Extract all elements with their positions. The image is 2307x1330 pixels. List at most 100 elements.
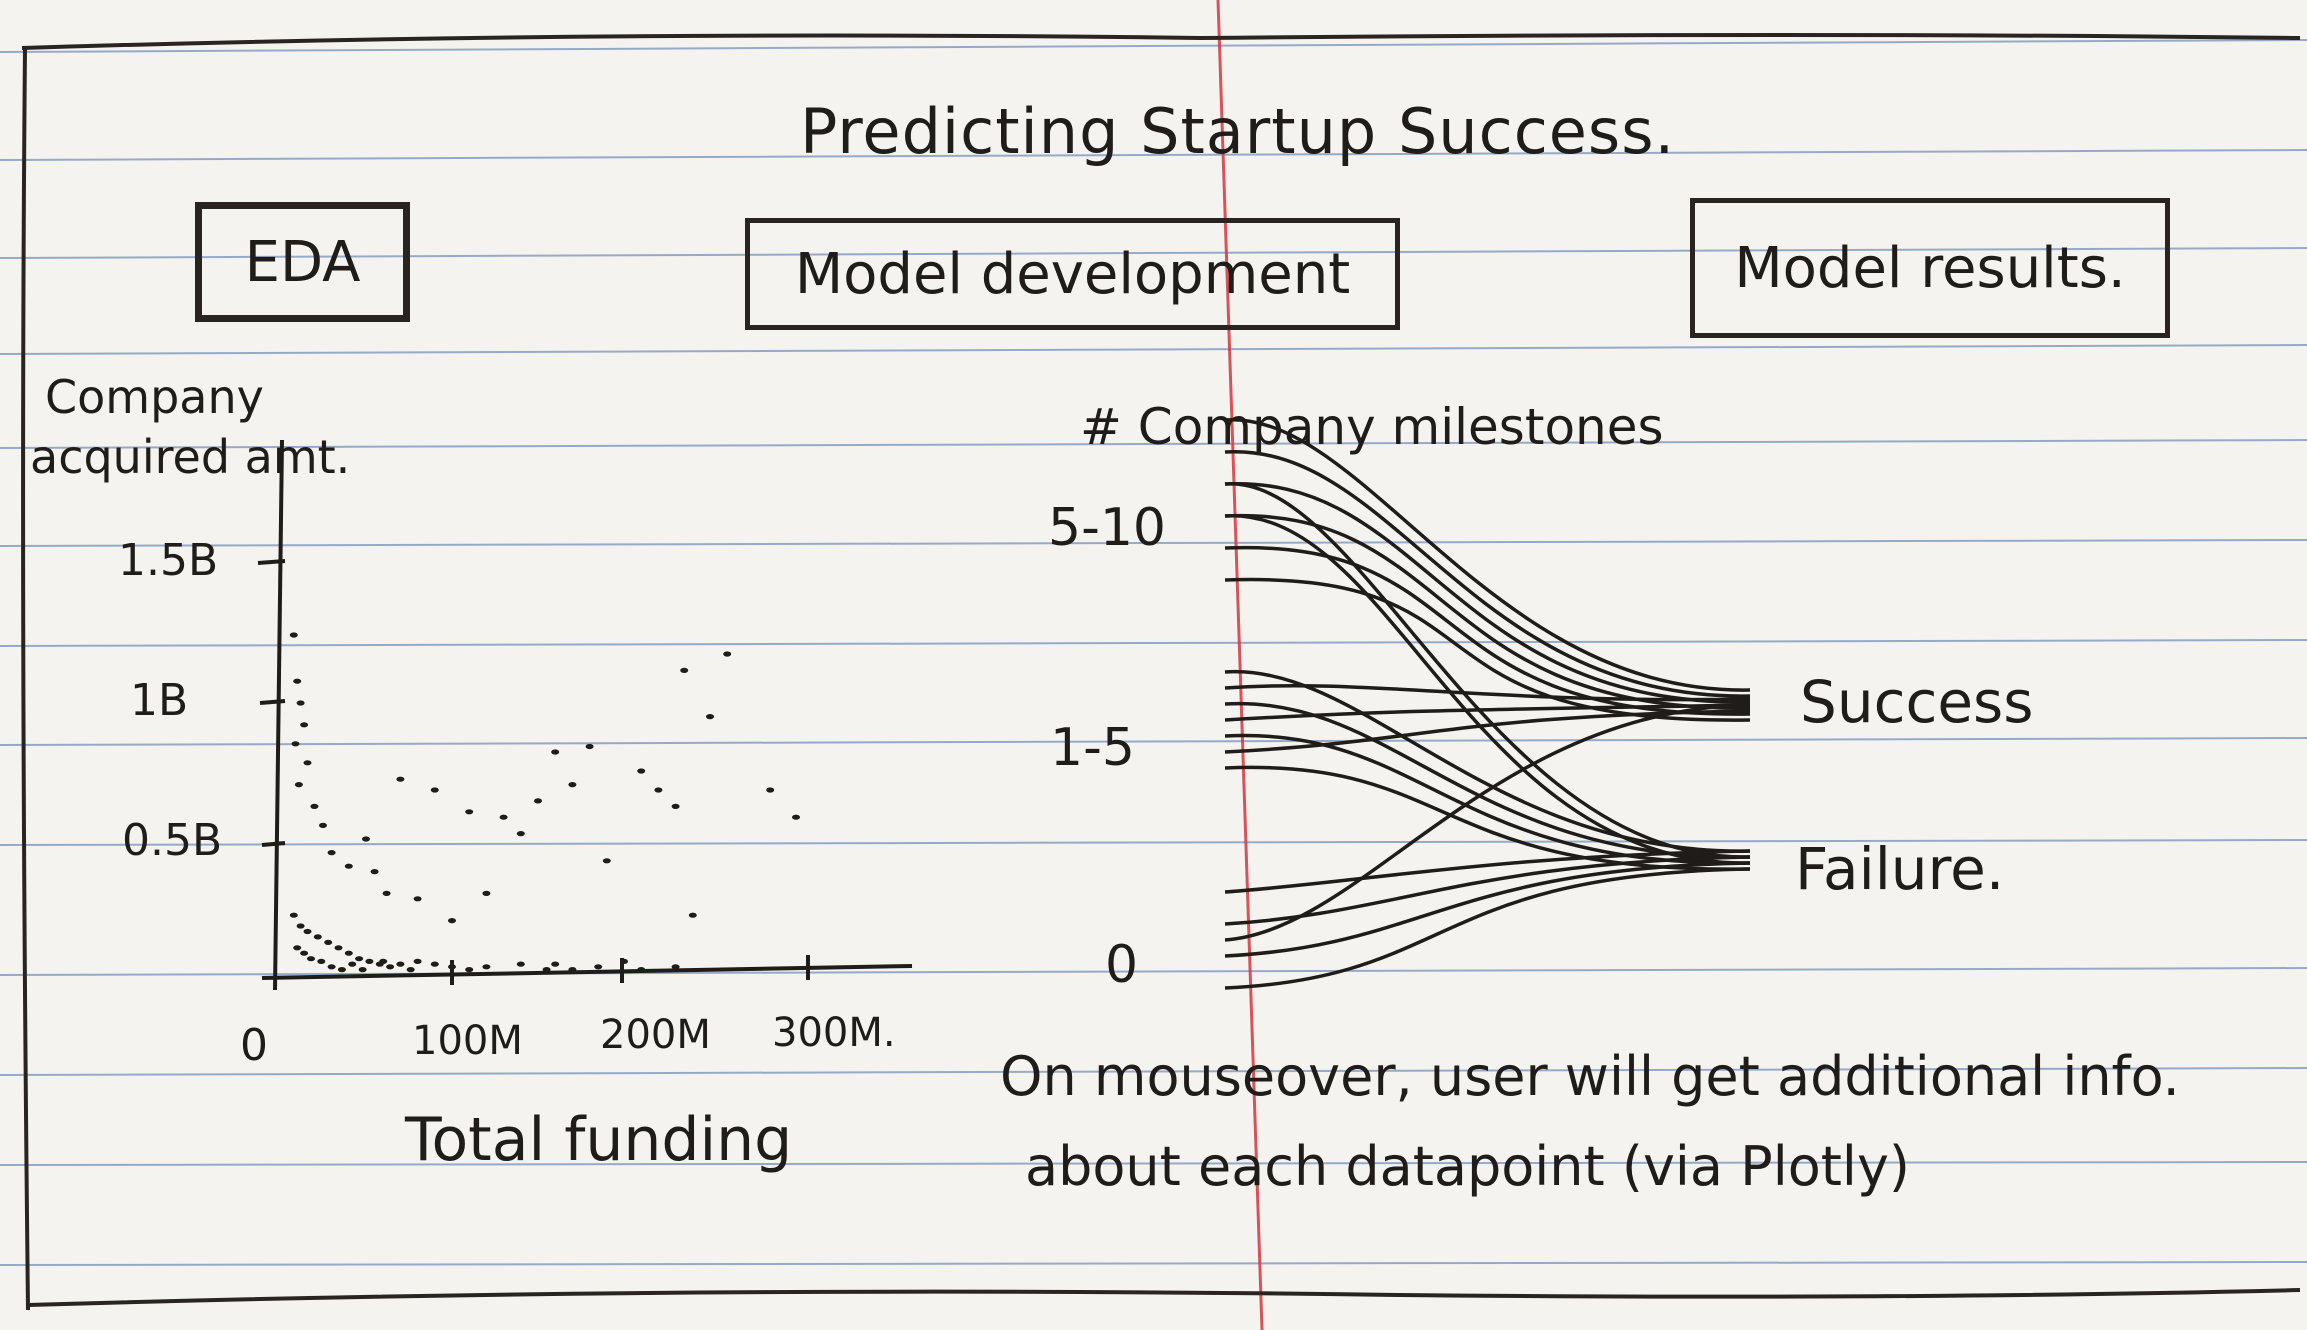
flow-line[interactable]: [1224, 514, 1751, 865]
flow-line[interactable]: [1224, 867, 1751, 990]
flow-line[interactable]: [1224, 513, 1751, 710]
flow-line[interactable]: [1224, 855, 1751, 926]
scatter-point[interactable]: [294, 782, 303, 788]
scatter-point[interactable]: [327, 964, 336, 970]
scatter-point[interactable]: [291, 741, 300, 747]
scatter-point[interactable]: [300, 950, 309, 956]
scatter-point[interactable]: [334, 945, 343, 951]
scatter-point[interactable]: [568, 967, 577, 973]
scatter-point[interactable]: [406, 967, 415, 973]
flow-line[interactable]: [1224, 733, 1751, 865]
flow-line[interactable]: [1224, 849, 1751, 894]
scatter-point[interactable]: [671, 964, 680, 970]
scatter-point[interactable]: [516, 961, 525, 967]
scatter-point[interactable]: [723, 651, 732, 657]
note-line1: On mouseover, user will get additional i…: [1000, 1045, 2180, 1108]
flow-line[interactable]: [1224, 482, 1751, 859]
flow-line[interactable]: [1224, 418, 1751, 692]
scatter-point[interactable]: [637, 768, 646, 774]
scatter-point[interactable]: [348, 961, 357, 967]
scatter-point[interactable]: [303, 928, 312, 935]
scatter-point[interactable]: [465, 809, 474, 815]
scatter-point[interactable]: [382, 890, 391, 897]
flow-line[interactable]: [1224, 669, 1751, 853]
scatter-point[interactable]: [344, 950, 353, 956]
flow-line[interactable]: [1224, 709, 1751, 754]
scatter-point[interactable]: [327, 850, 336, 856]
scatter-point[interactable]: [313, 934, 322, 940]
scatter-point[interactable]: [594, 964, 603, 970]
scatter-point[interactable]: [499, 814, 508, 820]
scatter-point[interactable]: [379, 958, 388, 965]
tab-model-results[interactable]: Model results.: [1690, 198, 2170, 338]
scatter-point[interactable]: [620, 958, 628, 965]
scatter-point[interactable]: [362, 836, 370, 842]
scatter-point[interactable]: [637, 967, 646, 973]
flow-line[interactable]: [1224, 703, 1751, 942]
flow-outcome-failure: Failure.: [1795, 835, 2005, 903]
flow-line[interactable]: [1224, 701, 1751, 859]
scatter-point[interactable]: [430, 961, 439, 967]
scatter-point[interactable]: [289, 632, 298, 638]
scatter-point[interactable]: [766, 787, 775, 793]
flow-line[interactable]: [1224, 450, 1751, 698]
flow-line[interactable]: [1224, 861, 1751, 958]
scatter-point[interactable]: [344, 863, 353, 869]
scatter-point[interactable]: [296, 923, 305, 929]
scatter-point[interactable]: [386, 964, 395, 970]
flow-line[interactable]: [1224, 765, 1751, 871]
scatter-point[interactable]: [358, 967, 367, 973]
scatter-point[interactable]: [396, 961, 405, 967]
scatter-point[interactable]: [482, 964, 491, 970]
scatter-point[interactable]: [688, 912, 697, 918]
scatter-point[interactable]: [370, 869, 379, 875]
scatter-point[interactable]: [289, 912, 298, 918]
flow-line[interactable]: [1224, 577, 1751, 722]
scatter-point[interactable]: [324, 939, 333, 946]
scatter-point[interactable]: [542, 967, 551, 973]
scatter-point[interactable]: [310, 803, 319, 810]
scatter-point[interactable]: [482, 890, 491, 897]
scatter-point[interactable]: [654, 787, 663, 793]
scatter-point[interactable]: [792, 814, 800, 820]
scatter-point[interactable]: [413, 896, 422, 902]
flow-line[interactable]: [1224, 683, 1751, 702]
tab-model-development[interactable]: Model development: [745, 218, 1400, 330]
scatter-point[interactable]: [430, 787, 439, 793]
flow-line[interactable]: [1224, 703, 1751, 722]
scatter-point[interactable]: [355, 956, 364, 962]
scatter-point[interactable]: [317, 958, 326, 965]
scatter-point[interactable]: [300, 722, 309, 728]
scatter-point[interactable]: [413, 958, 422, 965]
scatter-point[interactable]: [680, 667, 689, 674]
scatter-point[interactable]: [706, 714, 714, 720]
flow-line[interactable]: [1224, 482, 1751, 704]
scatter-point[interactable]: [365, 958, 374, 965]
scatter-point[interactable]: [465, 967, 474, 973]
scatter-point[interactable]: [296, 700, 305, 706]
scatter-point[interactable]: [568, 782, 577, 788]
scatter-xtick-0: 0: [240, 1020, 268, 1071]
scatter-point[interactable]: [303, 760, 312, 766]
scatter-point[interactable]: [551, 961, 560, 967]
scatter-point[interactable]: [293, 945, 302, 951]
scatter-point[interactable]: [319, 822, 327, 829]
scatter-point[interactable]: [448, 918, 456, 924]
scatter-point[interactable]: [337, 967, 346, 973]
scatter-point[interactable]: [516, 831, 525, 837]
flow-outcome-success: Success: [1800, 668, 2034, 736]
scatter-point[interactable]: [585, 743, 594, 750]
scatter-point[interactable]: [293, 678, 302, 684]
scatter-point[interactable]: [602, 858, 611, 864]
scatter-point[interactable]: [551, 749, 560, 755]
scatter-point[interactable]: [448, 964, 456, 970]
scatter-point[interactable]: [671, 803, 680, 810]
scatter-point[interactable]: [534, 798, 542, 804]
scatter-point[interactable]: [396, 776, 405, 782]
scatter-point[interactable]: [307, 956, 315, 962]
tab-model-development-label: Model development: [794, 241, 1351, 307]
tab-eda[interactable]: EDA: [195, 202, 410, 322]
